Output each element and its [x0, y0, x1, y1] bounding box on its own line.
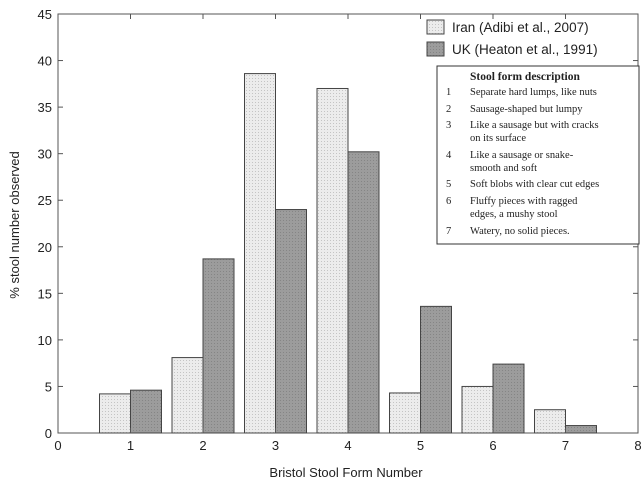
legend: Iran (Adibi et al., 2007) UK (Heaton et … — [426, 19, 598, 57]
bar-uk-5 — [420, 305, 452, 434]
stool-form-description-box: Stool form description 1 Separate hard lu… — [436, 65, 640, 245]
x-tick-label: 8 — [634, 438, 641, 453]
x-tick-label: 6 — [489, 438, 496, 453]
bar-iran-4 — [316, 87, 349, 434]
y-axis-title: % stool number observed — [7, 151, 22, 298]
x-tick-label: 1 — [127, 438, 134, 453]
y-tick-label: 15 — [38, 286, 52, 301]
bar-iran-1 — [99, 393, 131, 434]
description-box-title: Stool form description — [470, 71, 580, 83]
description-item-text: edges, a mushy stool — [470, 209, 558, 220]
x-tick-label: 2 — [199, 438, 206, 453]
bar-uk-7 — [565, 425, 597, 434]
legend-swatch-uk — [426, 41, 445, 57]
x-axis: 0 1 2 3 4 5 6 7 8 — [54, 14, 642, 453]
description-item-text: on its surface — [470, 133, 526, 144]
y-tick-label: 0 — [45, 426, 52, 441]
description-item-text: Watery, no solid pieces. — [470, 226, 570, 237]
x-tick-label: 3 — [272, 438, 279, 453]
bar-iran-6 — [461, 385, 494, 434]
bar-uk-1 — [130, 389, 162, 434]
description-item-number: 5 — [446, 179, 451, 190]
bars-group — [99, 73, 597, 434]
description-items: 1 Separate hard lumps, like nuts 2 Sausage-… — [446, 87, 599, 237]
description-item-text: Separate hard lumps, like nuts — [470, 87, 597, 98]
y-tick-label: 25 — [38, 193, 52, 208]
bar-iran-3 — [244, 73, 276, 434]
description-item-number: 1 — [446, 87, 451, 98]
bar-uk-2 — [202, 258, 235, 434]
y-tick-label: 40 — [38, 54, 52, 69]
bar-uk-4 — [347, 151, 380, 434]
x-tick-label: 4 — [344, 438, 351, 453]
y-tick-label: 30 — [38, 147, 52, 162]
description-item-text: Like a sausage or snake- — [470, 150, 574, 161]
legend-swatch-iran — [426, 19, 445, 35]
bar-iran-2 — [171, 357, 204, 434]
description-item-number: 6 — [446, 196, 451, 207]
y-tick-label: 20 — [38, 240, 52, 255]
y-tick-label: 35 — [38, 100, 52, 115]
x-tick-label: 0 — [54, 438, 61, 453]
bar-iran-5 — [389, 392, 421, 434]
y-tick-label: 10 — [38, 333, 52, 348]
description-item-number: 3 — [446, 120, 451, 131]
bar-uk-3 — [275, 209, 307, 434]
bar-uk-6 — [492, 363, 525, 434]
description-item-number: 4 — [446, 150, 452, 161]
description-item-number: 2 — [446, 104, 451, 115]
description-item-number: 7 — [446, 226, 451, 237]
y-tick-label: 5 — [45, 379, 52, 394]
x-tick-label: 7 — [562, 438, 569, 453]
x-axis-title: Bristol Stool Form Number — [269, 465, 423, 480]
description-item-text: Fluffy pieces with ragged — [470, 196, 578, 207]
description-item-text: Soft blobs with clear cut edges — [470, 179, 599, 190]
description-item-text: Sausage-shaped but lumpy — [470, 104, 583, 115]
x-tick-label: 5 — [417, 438, 424, 453]
description-box-border — [436, 65, 640, 245]
description-item-text: Like a sausage but with cracks — [470, 120, 599, 131]
legend-label-uk: UK (Heaton et al., 1991) — [452, 42, 598, 57]
bar-iran-7 — [534, 409, 566, 434]
legend-label-iran: Iran (Adibi et al., 2007) — [452, 20, 589, 35]
y-tick-label: 45 — [38, 7, 52, 22]
description-item-text: smooth and soft — [470, 163, 537, 174]
